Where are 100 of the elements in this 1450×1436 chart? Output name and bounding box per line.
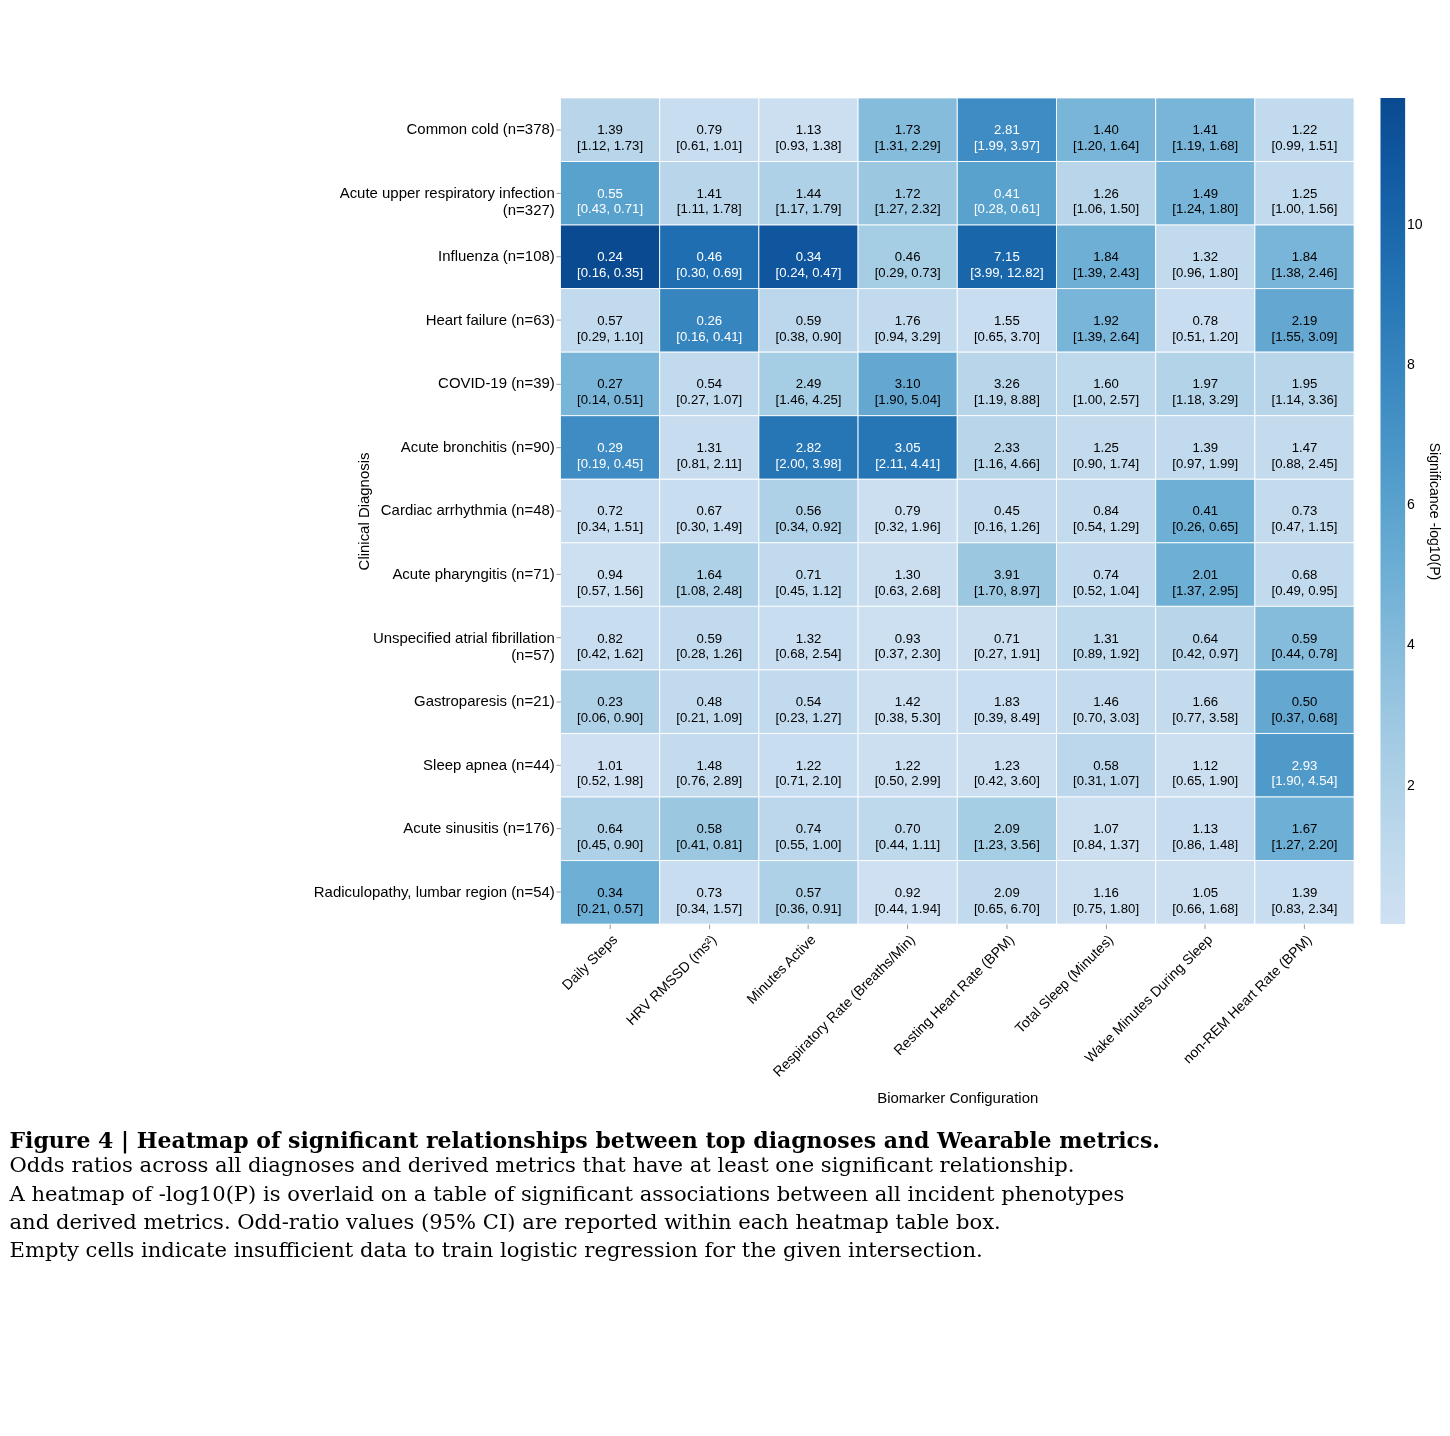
data-label: 2.93 [1.90, 4.54] — [1271, 757, 1338, 789]
data-label: 0.92 [0.44, 1.94] — [874, 884, 941, 916]
data-label: 1.97 [1.18, 3.29] — [1172, 376, 1239, 408]
data-label: 1.23 [0.42, 3.60] — [973, 757, 1040, 789]
data-label: 1.64 [1.08, 2.48] — [676, 566, 743, 598]
data-label: 1.13 [0.86, 1.48] — [1172, 821, 1239, 853]
text: Figure 4 | Heatmap of significant relationships between top diagnoses and Wearable metrics. — [9, 1126, 1160, 1154]
data-label: 2.01 [1.37, 2.95] — [1172, 566, 1239, 598]
y-tick-label: Acute bronchitis (n=90) — [400, 437, 555, 455]
data-label: 1.42 [0.38, 5.30] — [874, 694, 941, 725]
color-bar-label: 2 — [1406, 776, 1415, 793]
data-label: 1.41 [1.19, 1.68] — [1172, 122, 1239, 153]
data-label: 0.34 [0.21, 0.57] — [577, 884, 644, 916]
data-label: 1.30 [0.63, 2.68] — [874, 566, 941, 598]
y-tick-label: Acute sinusitis (n=176) — [403, 819, 555, 837]
data-label: 0.82 [0.42, 1.62] — [577, 630, 644, 662]
data-label: 1.39 [0.97, 1.99] — [1172, 439, 1239, 471]
data-label: 0.41 [0.28, 0.61] — [973, 185, 1040, 217]
data-label: 0.74 [0.55, 1.00] — [775, 821, 842, 853]
data-label: 0.73 [0.47, 1.15] — [1271, 503, 1338, 535]
data-label: 0.79 [0.61, 1.01] — [676, 122, 743, 153]
data-label: 1.40 [1.20, 1.64] — [1073, 122, 1140, 153]
data-label: 1.26 [1.06, 1.50] — [1073, 185, 1140, 217]
data-label: 0.34 [0.24, 0.47] — [775, 249, 842, 281]
data-label: 1.72 [1.27, 2.32] — [874, 185, 941, 217]
data-label: 3.91 [1.70, 8.97] — [973, 566, 1040, 598]
data-label: 0.46 [0.30, 0.69] — [676, 249, 743, 281]
data-label: 0.46 [0.29, 0.73] — [874, 249, 941, 281]
data-label: 2.19 [1.55, 3.09] — [1271, 312, 1338, 344]
data-label: 0.23 [0.06, 0.90] — [577, 694, 644, 725]
data-label: 1.83 [0.39, 8.49] — [973, 694, 1040, 725]
data-label: 1.07 [0.84, 1.37] — [1073, 821, 1140, 853]
y-tick-label: Influenza (n=108) — [438, 247, 555, 265]
data-label: 0.73 [0.34, 1.57] — [676, 884, 743, 916]
y-tick-label: COVID-19 (n=39) — [438, 374, 555, 392]
y-tick-label: Acute upper respiratory infection (n=327) — [339, 183, 555, 219]
data-label: 0.57 [0.36, 0.91] — [775, 884, 842, 916]
data-label: 0.71 [0.45, 1.12] — [775, 566, 842, 598]
data-label: 2.09 [1.23, 3.56] — [973, 821, 1040, 853]
color-bar-label: 10 — [1406, 215, 1423, 232]
data-label: 1.25 [1.00, 1.56] — [1271, 185, 1338, 217]
data-label: 1.32 [0.68, 2.54] — [775, 630, 842, 662]
data-label: 0.74 [0.52, 1.04] — [1073, 566, 1140, 598]
data-label: 0.54 [0.27, 1.07] — [676, 376, 743, 408]
y-tick-label: Radiculopathy, lumbar region (n=54) — [313, 882, 555, 900]
data-label: 1.44 [1.17, 1.79] — [775, 185, 842, 217]
data-label: 1.47 [0.88, 2.45] — [1271, 439, 1338, 471]
data-label: 0.58 [0.31, 1.07] — [1073, 757, 1140, 789]
data-label: 1.22 [0.50, 2.99] — [874, 757, 941, 789]
data-label: 2.81 [1.99, 3.97] — [973, 122, 1040, 153]
data-label: 1.46 [0.70, 3.03] — [1073, 694, 1140, 725]
data-label: 0.45 [0.16, 1.26] — [973, 503, 1040, 535]
data-label: 1.01 [0.52, 1.98] — [577, 757, 644, 789]
data-label: 0.71 [0.27, 1.91] — [973, 630, 1040, 662]
x-axis-title: Biomarker Configuration — [877, 1089, 1039, 1107]
data-label: 0.50 [0.37, 0.68] — [1271, 694, 1338, 725]
y-tick-label: Unspecified atrial fibrillation (n=57) — [372, 628, 555, 664]
color-bar-label: 4 — [1406, 636, 1415, 653]
data-label: 7.15 [3.99, 12.82] — [970, 249, 1044, 281]
data-label: 0.64 [0.42, 0.97] — [1172, 630, 1239, 662]
y-tick-label: Heart failure (n=63) — [425, 310, 555, 328]
data-label: 1.67 [1.27, 2.20] — [1271, 821, 1338, 853]
data-label: 0.27 [0.14, 0.51] — [577, 376, 644, 408]
data-label: 1.05 [0.66, 1.68] — [1172, 884, 1239, 916]
text: and derived metrics. Odd-ratio values (95% CI) are reported within each heatmap table box. — [9, 1208, 1001, 1234]
data-label: 0.79 [0.32, 1.96] — [874, 503, 941, 535]
data-label: 1.25 [0.90, 1.74] — [1073, 439, 1140, 471]
data-label: 0.59 [0.38, 0.90] — [775, 312, 842, 344]
data-label: 1.76 [0.94, 3.29] — [874, 312, 941, 344]
y-tick-label: Sleep apnea (n=44) — [423, 755, 555, 773]
data-label: 1.84 [1.39, 2.43] — [1073, 249, 1140, 281]
data-label: 2.49 [1.46, 4.25] — [775, 376, 842, 408]
color-bar-label: 8 — [1406, 355, 1415, 372]
data-label: 0.56 [0.34, 0.92] — [775, 503, 842, 535]
data-label: 0.78 [0.51, 1.20] — [1172, 312, 1239, 344]
data-label: 0.58 [0.41, 0.81] — [676, 821, 743, 853]
data-label: 1.66 [0.77, 3.58] — [1172, 694, 1239, 725]
data-label: 0.48 [0.21, 1.09] — [676, 694, 743, 725]
data-label: 0.57 [0.29, 1.10] — [577, 312, 644, 344]
y-tick-label: Acute pharyngitis (n=71) — [392, 564, 555, 582]
data-label: 1.16 [0.75, 1.80] — [1073, 884, 1140, 916]
data-label: 1.22 [0.99, 1.51] — [1271, 122, 1338, 153]
data-label: 1.49 [1.24, 1.80] — [1172, 185, 1239, 217]
data-label: 3.10 [1.90, 5.04] — [874, 376, 941, 408]
data-label: 0.84 [0.54, 1.29] — [1073, 503, 1140, 535]
data-label: 0.54 [0.23, 1.27] — [775, 694, 842, 725]
color-bar-label: 6 — [1406, 496, 1415, 513]
data-label: 1.32 [0.96, 1.80] — [1172, 249, 1239, 281]
data-label: 1.48 [0.76, 2.89] — [676, 757, 743, 789]
data-label: 0.29 [0.19, 0.45] — [577, 439, 644, 471]
text: Empty cells indicate insufficient data to train logistic regression for the given intersection. — [9, 1236, 983, 1262]
data-label: 0.70 [0.44, 1.11] — [875, 821, 941, 853]
data-label: 1.22 [0.71, 2.10] — [775, 757, 842, 789]
data-label: 2.82 [2.00, 3.98] — [775, 439, 842, 471]
y-tick-label: Cardiac arrhythmia (n=48) — [380, 501, 555, 519]
data-label: 1.73 [1.31, 2.29] — [874, 122, 941, 153]
data-label: 0.59 [0.44, 0.78] — [1271, 630, 1338, 662]
data-label: 2.09 [0.65, 6.70] — [973, 884, 1040, 916]
y-tick-label: Common cold (n=378) — [406, 120, 555, 138]
color-bar-title: Significance -log10(P) — [1426, 442, 1443, 581]
